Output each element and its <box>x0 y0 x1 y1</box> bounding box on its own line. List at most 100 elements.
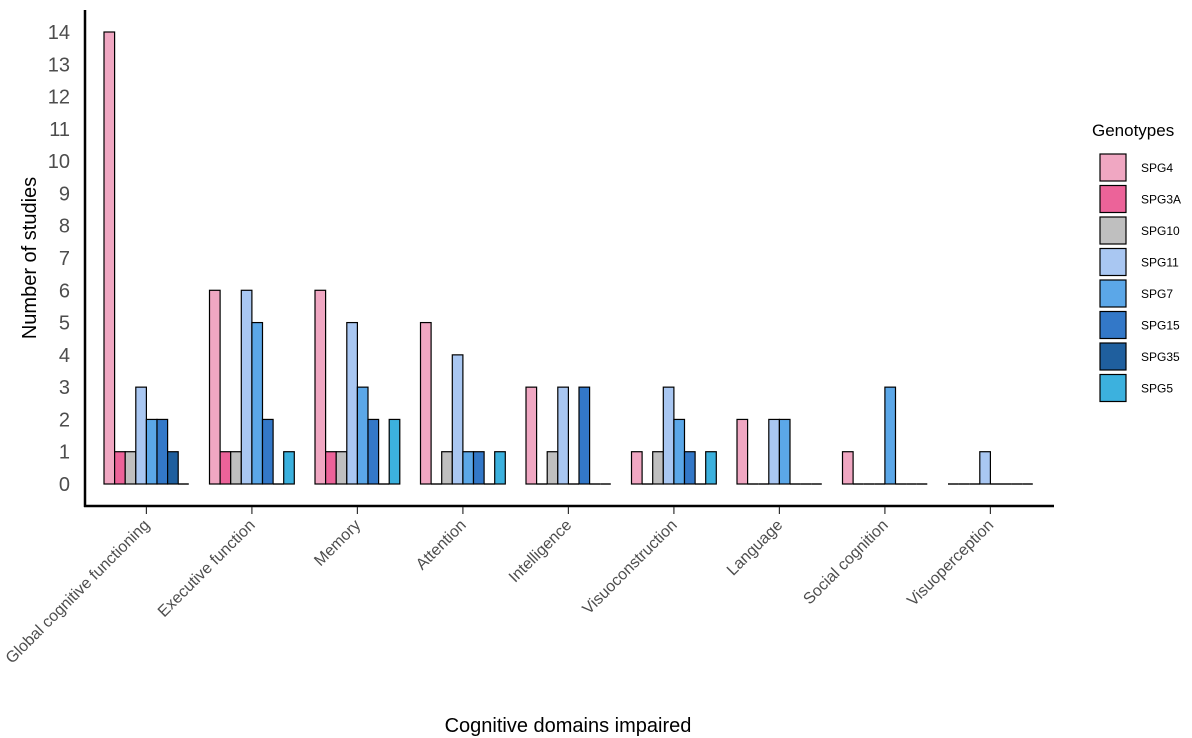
legend-label: SPG5 <box>1141 382 1173 396</box>
y-tick-label: 8 <box>59 216 70 238</box>
bar <box>557 386 569 485</box>
y-tick-label: 11 <box>49 119 70 141</box>
bar <box>346 321 358 485</box>
y-tick-label: 0 <box>59 474 70 496</box>
bar <box>683 451 696 485</box>
bar <box>208 289 221 485</box>
bar <box>778 418 791 485</box>
bar <box>630 451 643 485</box>
legend-label: SPG11 <box>1141 256 1179 270</box>
y-tick-label: 3 <box>59 377 70 399</box>
legend-swatch <box>1099 373 1127 403</box>
bar-group <box>208 289 295 485</box>
bar <box>261 418 274 485</box>
legend-swatch <box>1099 279 1127 308</box>
x-tick-label: Memory <box>311 517 364 570</box>
bar-group <box>630 386 717 485</box>
bar-group <box>314 289 401 485</box>
bar <box>251 321 264 485</box>
bar <box>103 31 116 485</box>
bar <box>367 418 380 485</box>
bar <box>135 386 148 485</box>
bar <box>240 289 253 485</box>
bar <box>325 451 337 485</box>
bar <box>230 451 242 485</box>
bar-group <box>736 418 822 485</box>
x-tick-label: Executive function <box>155 517 259 621</box>
bar <box>419 321 432 485</box>
bars <box>103 31 1033 485</box>
y-tick-label: 7 <box>59 248 70 270</box>
x-tick-labels: Global cognitive functioning Executive fu… <box>3 507 997 667</box>
legend-swatch <box>1099 247 1127 277</box>
bar <box>546 451 559 485</box>
bar <box>219 451 232 485</box>
bar <box>494 451 506 485</box>
bar <box>841 451 854 485</box>
bar <box>441 451 453 485</box>
y-tick-label: 1 <box>59 442 70 464</box>
bar <box>736 418 749 485</box>
legend-label: SPG7 <box>1141 287 1173 301</box>
x-tick-label: Intelligence <box>506 517 575 586</box>
legend-label: SPG15 <box>1141 319 1180 333</box>
legend-swatch <box>1099 153 1127 182</box>
x-tick-label: Social cognition <box>800 517 891 608</box>
legend: Genotypes SPG4 SPG3A SPG10 SPG11 SPG7 SPG15 SP… <box>1092 121 1181 403</box>
legend-label: SPG10 <box>1141 224 1180 238</box>
bar <box>884 386 897 485</box>
bar <box>335 451 348 485</box>
x-tick-label: Language <box>724 517 786 579</box>
bar <box>472 451 485 485</box>
y-tick-label: 6 <box>59 280 70 302</box>
bar <box>451 354 464 485</box>
bar <box>673 418 686 485</box>
y-tick-label: 9 <box>59 183 70 205</box>
x-tick-label: Visuoperception <box>904 517 997 610</box>
bar-group <box>103 31 189 485</box>
bar <box>356 386 369 485</box>
bar-group <box>948 451 1033 485</box>
y-tick-label: 13 <box>48 54 70 76</box>
y-tick-label: 12 <box>48 87 70 109</box>
legend-label: SPG35 <box>1141 350 1180 364</box>
legend-title: Genotypes <box>1092 121 1174 140</box>
bar <box>662 386 675 485</box>
bar <box>768 418 780 485</box>
bar-group <box>841 386 928 485</box>
bar <box>124 451 137 485</box>
x-tick-label: Attention <box>413 517 470 574</box>
bar <box>578 386 591 485</box>
y-tick-label: 4 <box>59 345 70 367</box>
bar <box>462 451 475 485</box>
y-tick-label: 14 <box>48 22 70 44</box>
x-axis-title: Cognitive domains impaired <box>445 715 692 737</box>
bar <box>525 386 538 485</box>
bar-group <box>419 321 506 485</box>
legend-swatch <box>1099 184 1127 214</box>
x-tick-label: Global cognitive functioning <box>3 517 153 667</box>
bar <box>167 451 179 485</box>
legend-label: SPG4 <box>1141 161 1173 175</box>
y-tick-label: 2 <box>59 409 70 431</box>
bar <box>283 451 295 485</box>
bar <box>979 451 991 485</box>
bar <box>652 451 664 485</box>
bar-group <box>525 386 611 485</box>
x-tick-label: Visuoconstruction <box>580 517 681 618</box>
bar <box>156 418 169 485</box>
bar <box>705 451 717 485</box>
legend-swatch <box>1099 216 1127 245</box>
bar <box>145 418 158 485</box>
bar <box>113 451 126 485</box>
y-axis-title: Number of studies <box>19 177 41 339</box>
legend-swatch <box>1099 310 1127 340</box>
y-tick-label: 10 <box>48 151 70 173</box>
bar <box>388 418 401 485</box>
legend-label: SPG3A <box>1141 193 1181 207</box>
bar <box>314 289 327 485</box>
y-tick-label: 5 <box>59 313 70 335</box>
legend-swatch <box>1099 342 1127 371</box>
